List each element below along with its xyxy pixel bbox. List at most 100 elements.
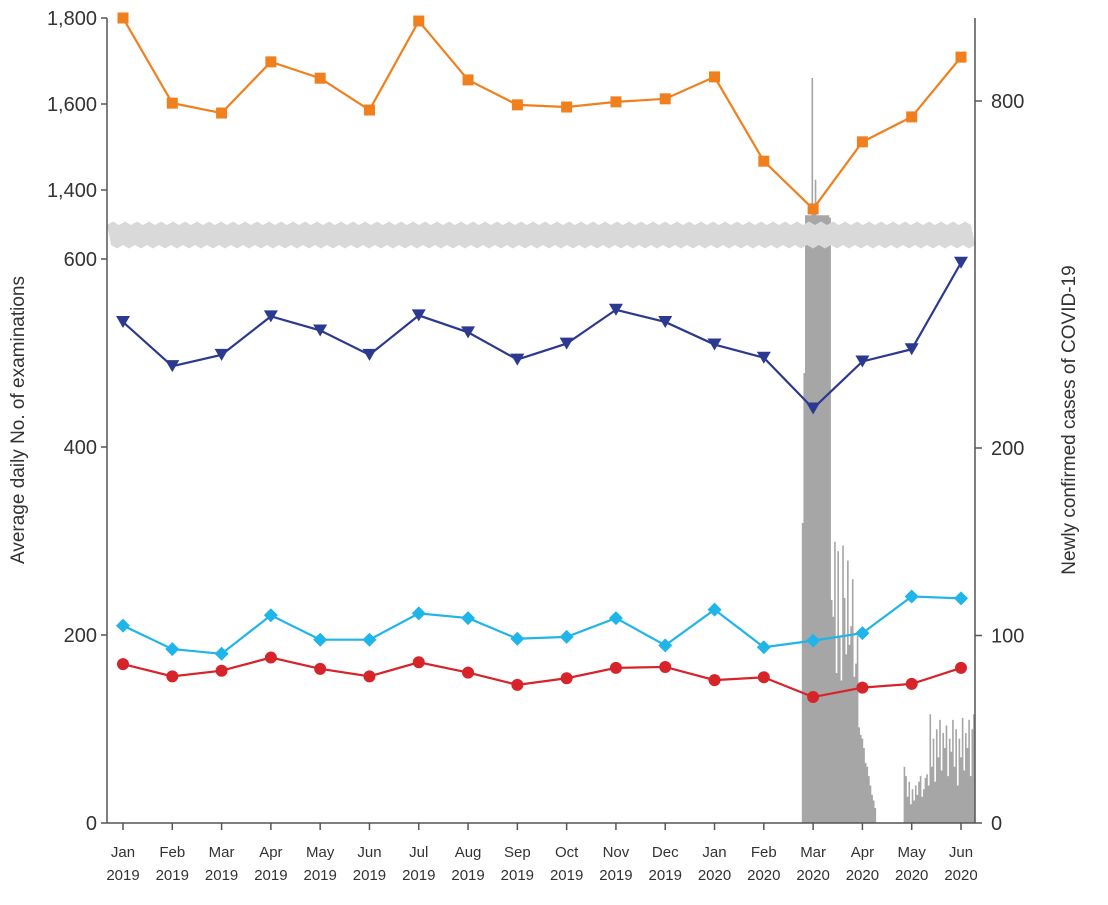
x-tick-label-year: 2019 [106,867,139,884]
data-point-triangle [263,310,278,323]
data-point-circle [511,678,524,691]
data-point-circle [264,651,277,664]
data-point-square [462,74,474,86]
data-point-circle [659,660,672,673]
data-point-diamond [756,640,771,655]
x-tick-label-month: May [306,844,335,861]
left-tick-label: 600 [64,249,97,271]
data-point-circle [412,656,425,669]
data-point-diamond [165,642,180,657]
data-point-triangle [411,309,426,322]
data-point-diamond [214,646,229,661]
data-point-circle [462,666,475,679]
x-tick-label-month: Jan [702,844,726,861]
x-tick-label-year: 2019 [451,867,484,884]
data-point-triangle [165,360,180,373]
data-point-square [955,51,967,63]
data-point-square [807,203,819,215]
right-tick-label: 200 [991,438,1024,460]
x-tick-label-year: 2020 [846,867,879,884]
left-tick-label: 1,600 [47,94,97,116]
data-point-square [216,107,228,119]
x-tick-label-month: Apr [851,844,874,861]
data-point-square [561,101,573,113]
data-point-circle [363,670,376,683]
x-tick-label-year: 2019 [156,867,189,884]
data-point-circle [609,661,622,674]
data-point-diamond [313,632,328,647]
x-tick-label-month: Jul [409,844,428,861]
data-point-circle [560,672,573,685]
series-cyan-diamonds [116,589,968,661]
data-point-square [659,93,671,105]
x-tick-label-month: Aug [455,844,482,861]
x-tick-label-year: 2019 [353,867,386,884]
data-point-square [856,136,868,148]
x-tick-label-month: Oct [555,844,579,861]
x-tick-label-month: Jan [111,844,135,861]
data-point-diamond [362,632,377,647]
right-tick-label: 100 [991,626,1024,648]
right-tick-label: 0 [991,813,1002,835]
x-tick-label-year: 2020 [796,867,829,884]
x-tick-label-year: 2019 [402,867,435,884]
left-tick-label: 0 [86,813,97,835]
x-tick-label-month: Feb [159,844,185,861]
data-point-circle [166,670,179,683]
left-tick-label: 400 [64,437,97,459]
x-tick-label-month: Sep [504,844,531,861]
x-tick-label-month: Nov [603,844,630,861]
data-point-circle [215,664,228,677]
data-point-diamond [263,608,278,623]
x-tick-label-month: Feb [751,844,777,861]
data-point-triangle [954,256,968,269]
x-tick-label-year: 2020 [944,867,977,884]
x-tick-label-month: Jun [949,844,973,861]
data-point-square [709,71,721,83]
data-point-diamond [658,638,673,653]
data-point-circle [708,674,721,687]
data-point-triangle [608,303,623,316]
axes: 1,800 1,600 1,400 600 400 200 0 800 200 100 0 Jan 20… [47,8,1024,884]
left-tick-label: 1,400 [47,180,97,202]
data-point-triangle [756,351,771,364]
data-point-square [363,104,375,116]
data-point-square [117,12,129,24]
y-axis-title: Average daily No. of examinations [8,276,29,564]
data-point-square [906,111,918,123]
data-point-diamond [707,602,722,617]
x-tick-label-month: Mar [800,844,826,861]
data-point-circle [856,681,869,694]
x-tick-label-year: 2019 [501,867,534,884]
data-point-diamond [806,633,821,648]
data-point-diamond [855,626,870,641]
data-point-diamond [411,606,426,621]
data-point-diamond [461,611,476,626]
data-point-square [511,99,523,111]
data-point-square [610,96,622,108]
series-layer [116,12,968,704]
data-point-diamond [904,589,919,604]
data-point-circle [955,661,967,674]
data-point-circle [314,662,327,675]
data-point-triangle [510,353,525,366]
series-red-circles [117,651,967,704]
x-tick-label-year: 2020 [698,867,731,884]
data-point-square [166,97,178,109]
x-tick-label-month: Apr [259,844,282,861]
axis-break-band-shape [107,221,975,249]
data-point-diamond [510,631,525,646]
data-point-square [758,155,770,167]
data-point-diamond [116,618,130,633]
right-tick-label: 800 [991,91,1024,113]
data-point-square [265,56,277,68]
data-point-triangle [904,343,919,356]
data-point-triangle [707,338,722,351]
x-tick-label-month: Dec [652,844,679,861]
data-point-diamond [954,591,968,606]
data-point-triangle [116,315,130,328]
data-point-square [413,15,425,27]
data-point-triangle [855,355,870,368]
data-point-circle [905,677,918,690]
